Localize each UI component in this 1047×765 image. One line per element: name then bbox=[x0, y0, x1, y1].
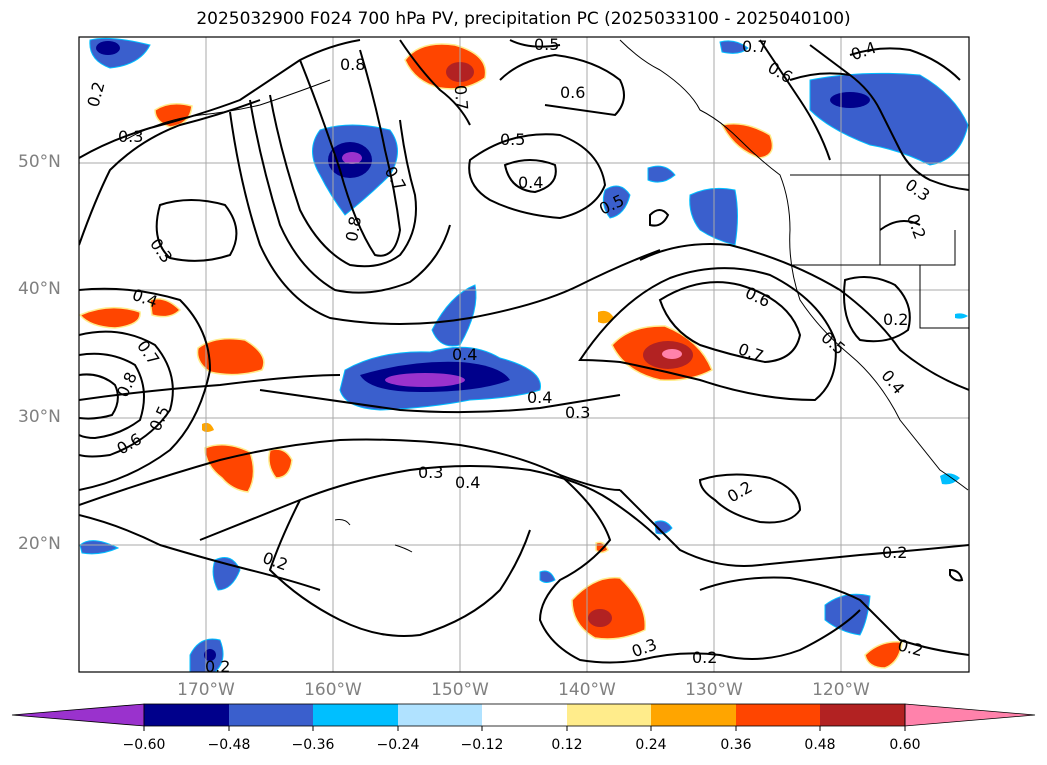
contour-label: 0.8 bbox=[342, 215, 365, 243]
contour-label: 0.7 bbox=[451, 84, 472, 111]
colorbar-tick-label: 0.36 bbox=[720, 737, 752, 753]
lat-label: 40°N bbox=[18, 279, 61, 299]
contour-label: 0.2 bbox=[882, 543, 907, 562]
contour-label: 0.5 bbox=[534, 35, 559, 54]
colorbar bbox=[11, 703, 1036, 731]
colorbar-tick-label: −0.48 bbox=[207, 737, 251, 753]
lon-label: 120°W bbox=[812, 680, 870, 700]
colorbar-tick-label: 0.12 bbox=[551, 737, 583, 753]
contour-label: 0.3 bbox=[565, 403, 590, 422]
lat-label: 30°N bbox=[18, 407, 61, 427]
colorbar-tick-label: 0.24 bbox=[635, 737, 667, 753]
contour-label: 0.4 bbox=[452, 345, 477, 364]
graticule bbox=[79, 37, 969, 672]
contour-label: 0.7 bbox=[742, 37, 767, 56]
lon-label: 130°W bbox=[685, 680, 743, 700]
contour-label: 0.2 bbox=[883, 310, 908, 329]
lat-label: 20°N bbox=[18, 534, 61, 554]
lon-label: 150°W bbox=[431, 680, 489, 700]
contour-label: 0.3 bbox=[118, 127, 143, 146]
map-frame bbox=[78, 36, 970, 673]
colorbar-tick-label: −0.60 bbox=[122, 737, 166, 753]
contour-label: 0.4 bbox=[518, 173, 543, 192]
colorbar-tick-label: −0.12 bbox=[460, 737, 504, 753]
contour-label: 0.3 bbox=[418, 463, 443, 482]
lon-label: 170°W bbox=[177, 680, 235, 700]
contour-label: 0.4 bbox=[455, 473, 480, 492]
lon-label: 140°W bbox=[558, 680, 616, 700]
map-title: 2025032900 F024 700 hPa PV, precipitatio… bbox=[196, 9, 851, 29]
colorbar-tick-label: 0.60 bbox=[889, 737, 921, 753]
lat-label: 50°N bbox=[18, 152, 61, 172]
contour-label: 0.4 bbox=[527, 388, 552, 407]
map-plot-area: 0.2 0.3 0.8 0.5 0.6 0.5 0.4 0.7 0.7 0.8 … bbox=[79, 35, 969, 676]
contour-label: 0.2 bbox=[205, 657, 230, 676]
colorbar-tick-label: 0.48 bbox=[804, 737, 836, 753]
pv-contours bbox=[79, 39, 969, 664]
coastlines bbox=[124, 39, 969, 553]
contour-label: 0.8 bbox=[340, 55, 365, 74]
colorbar-tick-label: −0.36 bbox=[291, 737, 335, 753]
contour-label: 0.5 bbox=[500, 130, 525, 149]
colorbar-tick-label: −0.24 bbox=[376, 737, 420, 753]
contour-label: 0.6 bbox=[560, 83, 585, 102]
lon-label: 160°W bbox=[304, 680, 362, 700]
contour-label: 0.2 bbox=[692, 648, 717, 667]
positive-precip-shading bbox=[79, 43, 903, 669]
